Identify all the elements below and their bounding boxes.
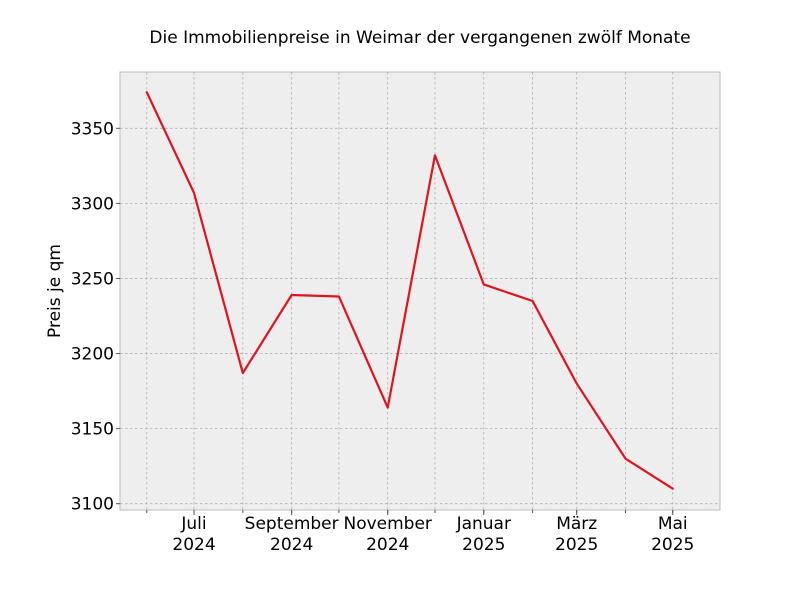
- y-tick-label: 3150: [71, 420, 114, 440]
- x-tick-label-month: November: [343, 514, 431, 534]
- x-tick-label-month: Juli: [180, 514, 206, 534]
- x-tick-label-year: 2024: [270, 535, 313, 555]
- x-tick-label-month: Mai: [658, 514, 688, 534]
- x-tick-label-year: 2025: [555, 535, 598, 555]
- x-tick-label-month: Januar: [456, 514, 511, 534]
- x-tick-label-month: September: [245, 514, 339, 534]
- series-group: [145, 91, 674, 490]
- y-tick-label: 3100: [71, 495, 114, 515]
- x-tick-label-month: März: [556, 514, 597, 534]
- plot-area: [119, 71, 721, 511]
- grid: [120, 72, 720, 510]
- series-line: [145, 91, 674, 490]
- y-tick-label: 3300: [71, 194, 114, 214]
- y-tick-label: 3200: [71, 345, 114, 365]
- y-tick-label: 3250: [71, 269, 114, 289]
- x-tick-label-year: 2024: [366, 535, 409, 555]
- x-tick-label-year: 2024: [172, 535, 215, 555]
- y-axis-label: Preis je qm: [45, 244, 65, 338]
- y-tick-label: 3350: [71, 119, 114, 139]
- x-tick-label-year: 2025: [462, 535, 505, 555]
- chart-title: Die Immobilienpreise in Weimar der verga…: [149, 28, 690, 48]
- x-tick-label-year: 2025: [651, 535, 694, 555]
- axis-ticks: 310031503200325033003350Juli2024Septembe…: [71, 119, 695, 555]
